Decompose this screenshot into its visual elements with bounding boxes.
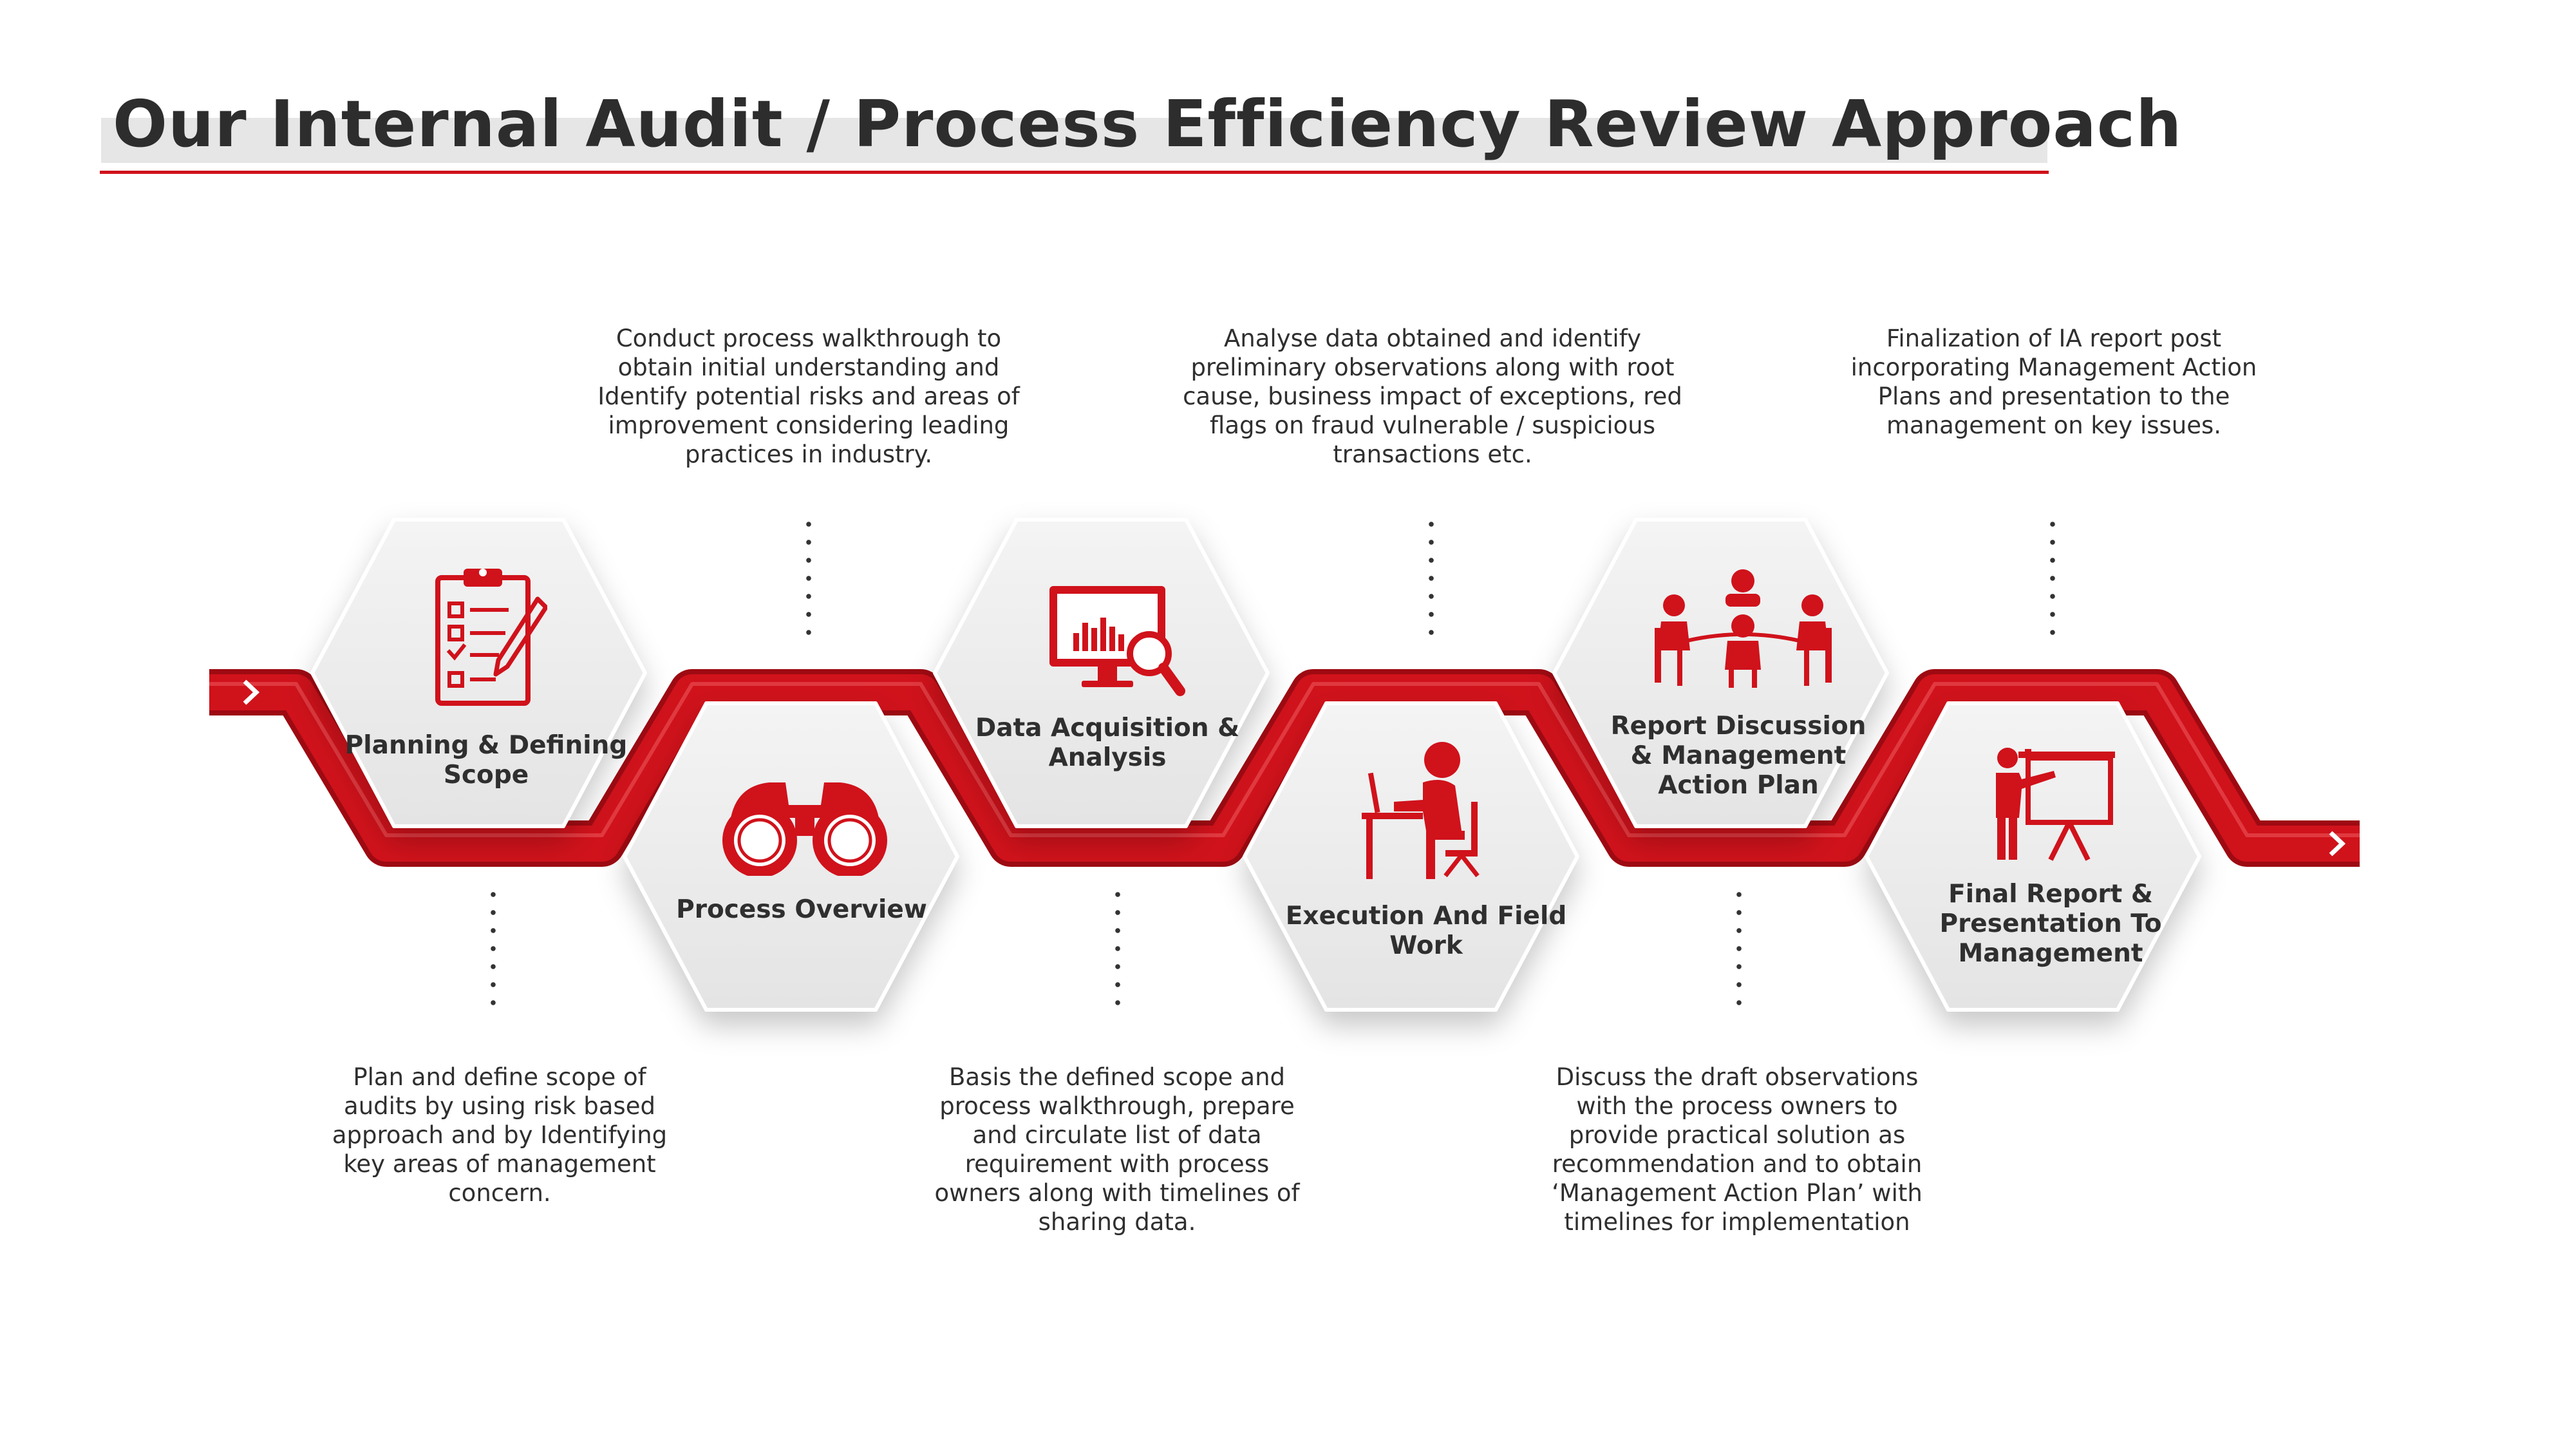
presentation-board-icon — [1996, 748, 2115, 861]
step-label-planning: Planning & Defining Scope — [344, 731, 628, 790]
page-title: Our Internal Audit / Process Efficiency … — [113, 86, 2183, 162]
hexagon-step-5 — [1243, 701, 1579, 1012]
step-label-final-report: Final Report & Presentation To Managemen… — [1939, 880, 2162, 968]
step-label-data-acquisition: Data Acquisition & Analysis — [975, 714, 1240, 772]
flow-ribbon — [209, 669, 2360, 867]
connector-planning — [491, 886, 496, 1014]
clipboard-checklist-icon — [435, 569, 547, 706]
monitor-chart-magnifier-icon — [1049, 586, 1185, 696]
title-underline — [100, 171, 2049, 174]
description-final-report: Finalization of IA report post incorpora… — [1850, 325, 2257, 439]
step-label-execution: Execution And Field Work — [1285, 902, 1567, 960]
description-process-overview: Conduct process walkthrough to obtain in… — [597, 325, 1020, 468]
description-planning: Plan and define scope of audits by using… — [332, 1063, 668, 1207]
step-label-report-discussion: Report Discussion & Management Action Pl… — [1610, 712, 1866, 800]
description-execution: Analyse data obtained and identify preli… — [1183, 325, 1682, 468]
hexagon-step-3 — [1552, 518, 1889, 828]
title-highlight-band — [101, 118, 2047, 163]
hexagon-step-6 — [1865, 701, 2201, 1012]
connector-final-report — [2050, 515, 2055, 644]
person-at-desk-icon — [1362, 742, 1480, 879]
description-report-discussion: Discuss the draft observations with the … — [1552, 1063, 1923, 1236]
connector-data-acquisition — [1115, 886, 1120, 1014]
connector-execution — [1429, 515, 1434, 644]
hexagon-step-1 — [310, 518, 647, 828]
connector-report-discussion — [1736, 886, 1742, 1014]
description-data-acquisition: Basis the defined scope and process walk… — [934, 1063, 1300, 1236]
step-label-process-overview: Process Overview — [676, 895, 927, 924]
meeting-table-icon — [1655, 569, 1832, 688]
binoculars-icon — [722, 782, 887, 876]
connector-process-overview — [806, 515, 811, 644]
